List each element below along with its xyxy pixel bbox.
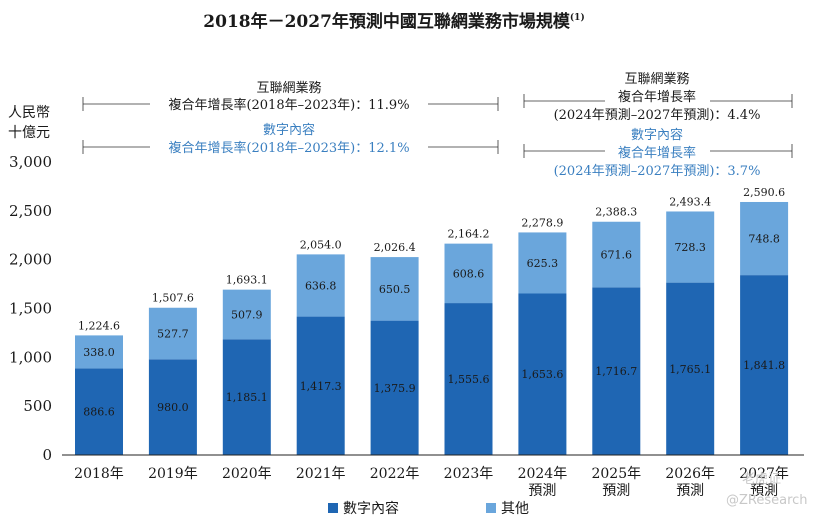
bar-digital-content-label: 1,375.9 [374,382,416,395]
x-tick-label: 預測 [676,483,704,499]
bar-digital-content [222,339,271,455]
bar-digital-content [518,293,567,455]
bar-digital-content-label: 1,841.8 [743,359,785,372]
legend-swatch-digital-content [328,503,338,513]
bar-other [740,201,789,276]
bar-other [592,221,641,288]
bar-total-label: 1,507.6 [152,292,194,305]
left-cagr-annotation: 互聯網業務 複合年增長率(2018年–2023年)：11.9% 數字內容 複合年… [82,80,499,156]
bar-digital-content-label: 1,417.3 [300,380,342,393]
x-tick-label: 2019年 [148,466,198,482]
x-tick-label: 預測 [528,483,556,499]
bar-digital-content [444,303,493,455]
x-tick-label: 2018年 [74,466,124,482]
bar-other [148,307,197,360]
bar-total-label: 2,493.4 [669,195,711,208]
x-tick-label: 2021年 [296,466,346,482]
y-tick-label: 500 [23,397,52,415]
y-unit-line-2: 十億元 [8,125,50,141]
bar-digital-content [370,320,419,455]
y-tick-label: 2,000 [9,251,52,269]
left-ann-black-1: 互聯網業務 [256,80,321,96]
bar-other-label: 338.0 [83,346,115,359]
bar-digital-content-label: 886.6 [83,406,115,419]
x-tick-label: 預測 [750,483,778,499]
watermark-text-2: @ZResearch [726,493,808,508]
bar-other-label: 748.8 [748,233,780,246]
bar-other [518,232,567,294]
x-tick-label: 預測 [602,483,630,499]
bar-other-label: 728.3 [674,241,706,254]
bar-other-label: 671.6 [601,249,633,262]
x-tick-label: 2022年 [370,466,420,482]
legend-label-other: 其他 [501,501,529,517]
chart-title: 2018年－2027年預測中國互聯網業務市場規模(1) [203,11,584,32]
bar-other-label: 608.6 [453,267,485,280]
bar-total-label: 2,388.3 [595,206,637,219]
x-tick-label: 2024年 [518,466,568,482]
bar-digital-content-label: 1,555.6 [448,373,490,386]
bar-digital-content [592,287,641,455]
bar-total-label: 1,693.1 [226,274,268,287]
right-ann-blue-2: 複合年增長率 [618,145,696,161]
x-axis-ticks: 2018年 2019年 2020年 2021年 2022年 2023年 2024年預測202… [74,466,789,499]
y-axis-ticks: 3,000 2,500 2,000 1,500 1,000 500 0 [9,153,52,464]
right-cagr-annotation: 互聯網業務 複合年增長率 (2024年預測–2027年預測)：4.4% 數字內容… [523,71,793,179]
left-ann-blue-1: 數字內容 [263,122,315,138]
legend: 數字內容 其他 [328,500,529,517]
bar-digital-content [666,282,715,455]
left-ann-blue-2: 複合年增長率(2018年–2023年)：12.1% [168,140,409,156]
x-tick-label: 2026年 [665,466,715,482]
bar-total-label: 2,278.9 [521,216,563,229]
bar-total-label: 2,054.0 [300,238,342,251]
bar-digital-content-label: 1,716.7 [595,365,637,378]
y-tick-label: 1,000 [9,348,52,366]
bar-other [444,243,493,304]
y-tick-label: 2,500 [9,202,52,220]
bar-digital-content-label: 1,653.6 [521,368,563,381]
legend-label-digital-content: 數字內容 [343,500,399,517]
bar-digital-content [296,316,345,455]
right-ann-black-2: 複合年增長率 [618,89,696,105]
x-tick-label: 2020年 [222,466,272,482]
y-unit-line-1: 人民幣 [8,105,50,121]
bar-digital-content-label: 1,185.1 [226,391,268,404]
bar-other-label: 636.8 [305,279,337,292]
right-ann-black-3: (2024年預測–2027年預測)：4.4% [554,108,761,123]
y-tick-label: 1,500 [9,300,52,318]
bar-other-label: 625.3 [527,257,559,270]
legend-swatch-other [486,503,496,513]
bar-other [370,257,419,321]
right-ann-blue-1: 數字內容 [631,127,683,143]
x-tick-label: 2027年 [739,466,789,482]
right-ann-blue-3: (2024年預測–2027年預測)：3.7% [554,164,761,179]
chart-title-footnote: (1) [570,12,585,23]
y-tick-label: 3,000 [9,153,52,171]
bar-other [222,289,271,340]
bars: 886.6 338.0 1,224.6 980.0 527.7 1,507.6 1,185.… [75,186,789,455]
bar-total-label: 2,590.6 [743,186,785,199]
y-tick-label: 0 [42,446,52,464]
bar-other [75,335,123,369]
bar-other-label: 650.5 [379,283,411,296]
bar-total-label: 1,224.6 [78,319,120,332]
bar-digital-content-label: 980.0 [157,401,189,414]
bar-other [666,211,715,283]
chart-title-text: 2018年－2027年預測中國互聯網業務市場規模 [203,11,571,32]
bar-digital-content [75,368,123,455]
watermark-text-1: 老虎证 [742,472,781,487]
bar-other-label: 527.7 [157,328,189,341]
left-ann-black-2: 複合年增長率(2018年–2023年)：11.9% [168,97,409,113]
bar-other-label: 507.9 [231,308,263,321]
bar-digital-content-label: 1,765.1 [669,363,711,376]
right-ann-black-1: 互聯網業務 [624,71,689,87]
x-tick-label: 2023年 [444,466,494,482]
bar-total-label: 2,026.4 [374,241,416,254]
bar-total-label: 2,164.2 [448,228,490,241]
bar-digital-content [148,359,197,455]
x-tick-label: 2025年 [591,466,641,482]
bar-other [296,254,345,317]
bar-digital-content [740,275,789,455]
